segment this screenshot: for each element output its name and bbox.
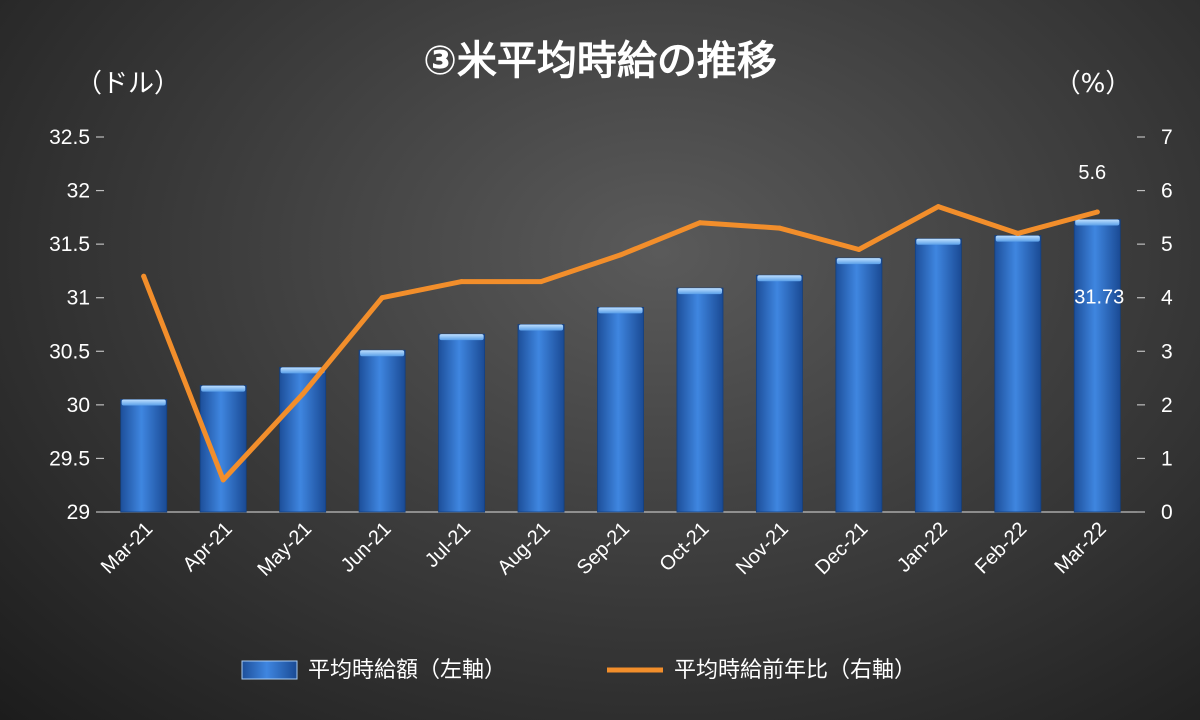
legend-bar-swatch xyxy=(241,660,298,680)
bar xyxy=(358,349,406,513)
left-axis-tick-label: 32.5 xyxy=(49,126,90,149)
bar xyxy=(279,366,327,513)
line-point xyxy=(220,477,226,483)
legend-line-label: 平均時給前年比（右軸） xyxy=(674,658,916,683)
line-point xyxy=(856,247,862,252)
line-point xyxy=(379,295,385,301)
chart-title: ③米平均時給の推移 xyxy=(423,38,777,84)
category-label: Jun-21 xyxy=(337,518,396,577)
bar xyxy=(676,287,724,513)
line-point xyxy=(697,220,703,226)
bar-highlight xyxy=(598,307,643,314)
right-axis-tick-label: 0 xyxy=(1161,501,1173,524)
category-labels: Mar-21 Apr-21 May-21 Jun-21 Jul-21 Aug-21 Sep-… xyxy=(97,518,1111,581)
bar-series xyxy=(120,219,1121,513)
right-axis-unit: （%） xyxy=(1055,69,1132,99)
bar-highlight xyxy=(439,334,484,341)
bar xyxy=(835,257,883,513)
line-data-label: 5.6 xyxy=(1078,162,1106,184)
category-label: Feb-22 xyxy=(971,518,1031,578)
right-axis-tick-label: 6 xyxy=(1161,180,1173,203)
line-point xyxy=(300,391,306,397)
line-series xyxy=(141,204,1100,483)
bar-highlight xyxy=(1075,219,1120,226)
right-axis-ticks: 0 1 2 3 4 5 6 7 xyxy=(1137,126,1173,524)
bar-highlight xyxy=(995,235,1040,242)
bar-highlight xyxy=(201,385,246,392)
left-axis-unit: （ドル） xyxy=(76,69,180,99)
category-label: Mar-22 xyxy=(1050,518,1110,578)
bar-highlight xyxy=(280,367,325,374)
right-axis-tick-label: 5 xyxy=(1161,233,1173,256)
left-axis-ticks: 29 29.5 30 30.5 31 31.5 32 32.5 xyxy=(49,126,104,524)
line-point xyxy=(1015,230,1021,236)
legend: 平均時給額（左軸） 平均時給前年比（右軸） xyxy=(241,658,916,683)
category-label: Dec-21 xyxy=(811,518,872,579)
bar-highlight xyxy=(916,238,961,245)
line-point xyxy=(935,204,941,210)
left-axis-tick-label: 29.5 xyxy=(49,447,90,470)
bar xyxy=(597,306,644,513)
bar-highlight xyxy=(121,399,166,406)
bar-highlight xyxy=(518,324,564,331)
bar xyxy=(914,238,962,513)
bar-data-label: 31.73 xyxy=(1074,287,1124,309)
left-axis-tick-label: 31.5 xyxy=(49,233,90,256)
bar xyxy=(120,399,168,513)
legend-bar-label: 平均時給額（左軸） xyxy=(308,658,506,683)
bar-highlight xyxy=(757,275,802,282)
line-point xyxy=(538,279,544,285)
category-label: Nov-21 xyxy=(732,518,793,579)
bar xyxy=(199,385,247,513)
category-label: Jan-22 xyxy=(893,518,952,577)
bar xyxy=(517,324,565,513)
bar xyxy=(1073,219,1121,513)
category-label: Mar-21 xyxy=(97,518,157,578)
left-axis-tick-label: 29 xyxy=(67,501,90,524)
line-point xyxy=(618,252,623,258)
right-axis-tick-label: 2 xyxy=(1161,394,1173,417)
line-point xyxy=(459,279,465,285)
line-point xyxy=(141,273,147,279)
bar xyxy=(994,235,1042,513)
line-point xyxy=(776,225,782,231)
category-label: May-21 xyxy=(253,518,316,581)
category-label: Apr-21 xyxy=(179,518,237,576)
bar xyxy=(755,274,803,513)
bar-highlight xyxy=(360,350,405,357)
right-axis-tick-label: 7 xyxy=(1161,126,1173,149)
category-label: Jul-21 xyxy=(421,518,475,572)
right-axis-tick-label: 4 xyxy=(1161,287,1173,310)
bar-highlight xyxy=(836,258,881,265)
left-axis-tick-label: 30.5 xyxy=(49,340,90,363)
category-label: Sep-21 xyxy=(573,518,634,579)
right-axis-tick-label: 3 xyxy=(1161,340,1173,363)
right-axis-tick-label: 1 xyxy=(1161,447,1173,470)
left-axis-tick-label: 32 xyxy=(67,180,90,203)
left-axis-tick-label: 31 xyxy=(67,287,90,310)
left-axis-tick-label: 30 xyxy=(67,394,90,417)
bar xyxy=(438,333,486,513)
category-label: Aug-21 xyxy=(493,518,554,579)
bar-highlight xyxy=(677,288,723,295)
line-point xyxy=(1094,209,1100,215)
category-label: Oct-21 xyxy=(655,518,713,576)
